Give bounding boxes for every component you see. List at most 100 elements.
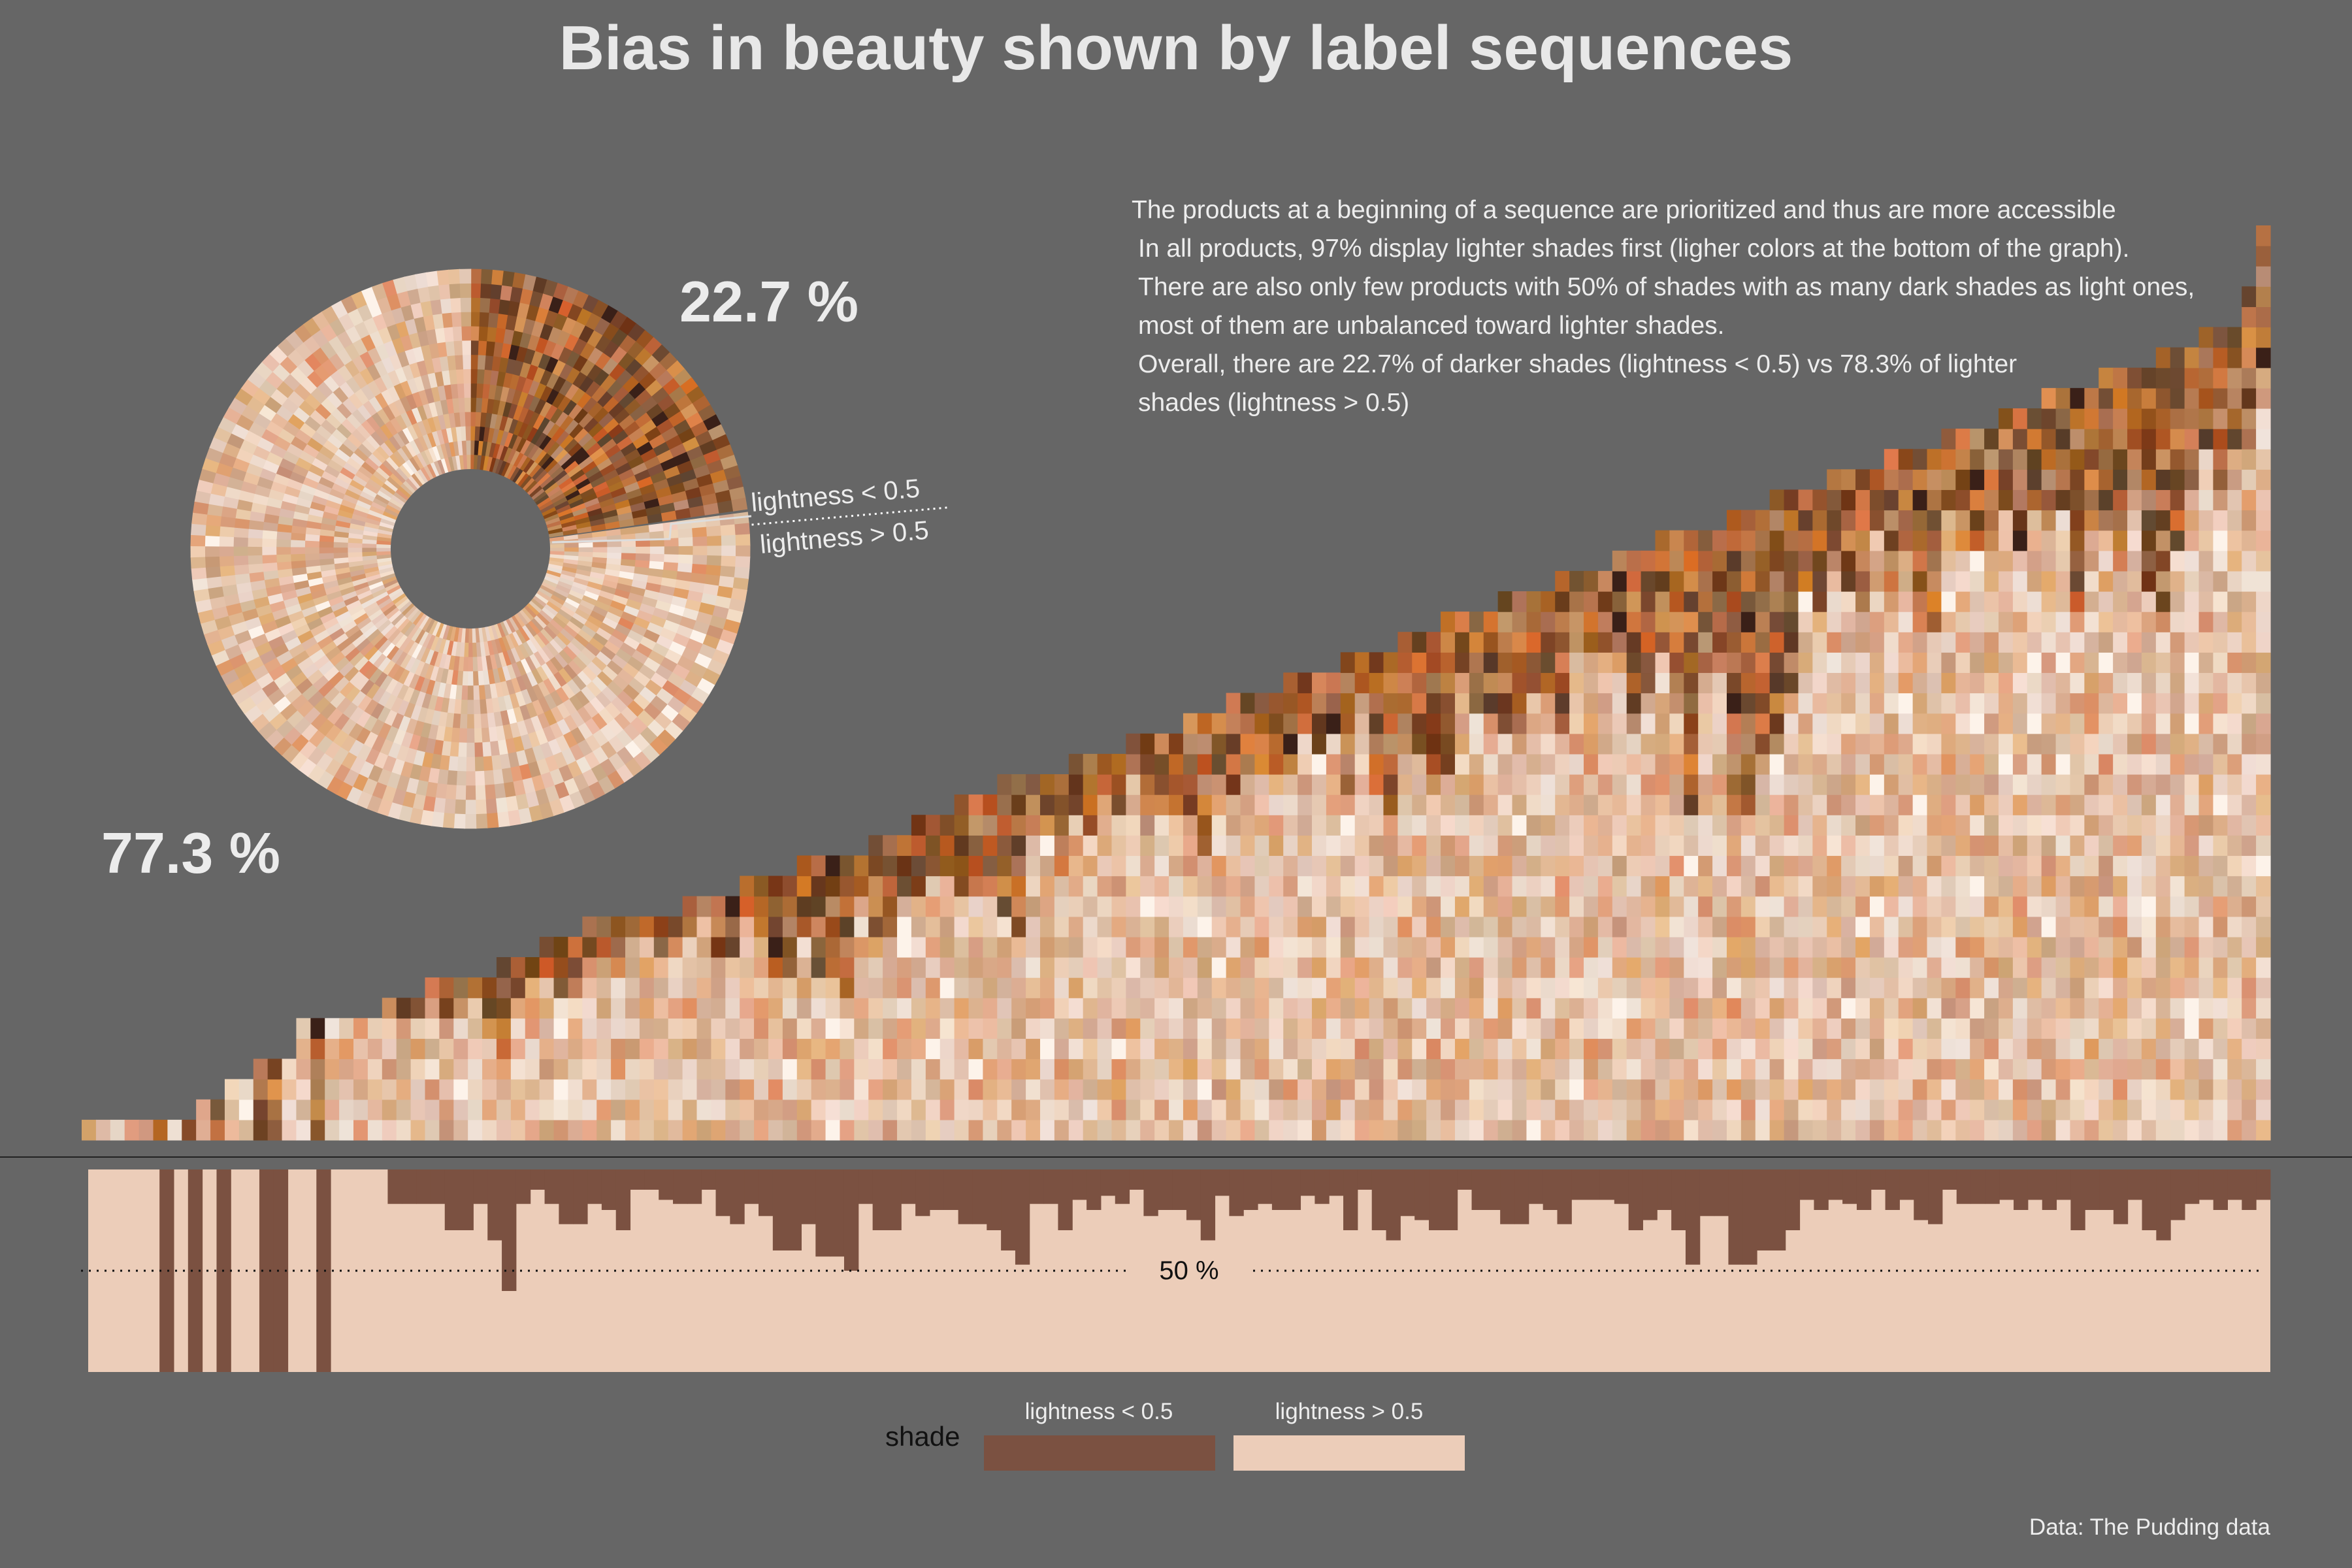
- shade-tile: [811, 1018, 826, 1039]
- shade-tile: [1698, 1058, 1713, 1080]
- shade-tile: [2113, 510, 2128, 531]
- donut-cell-light: [290, 617, 308, 630]
- shade-tile: [1698, 957, 1713, 978]
- shade-tile: [1068, 957, 1084, 978]
- shade-tile: [1240, 815, 1256, 836]
- donut-cell-light: [303, 611, 321, 625]
- shade-tile: [1569, 693, 1584, 714]
- shade-tile: [1855, 1058, 1870, 1080]
- donut-cell-light: [270, 388, 289, 406]
- shade-tile: [939, 1058, 955, 1080]
- donut-cell-light: [589, 610, 606, 623]
- donut-cell-light: [580, 599, 595, 612]
- shade-tile: [725, 977, 740, 998]
- donut-cell-light: [408, 475, 421, 489]
- shade-tile: [2113, 794, 2128, 815]
- shade-tile: [2012, 815, 2028, 836]
- shade-tile: [1712, 1119, 1727, 1141]
- shade-tile: [2012, 570, 2028, 592]
- donut-cell-light: [402, 427, 414, 443]
- donut-cell-light: [436, 429, 446, 445]
- donut-cell-light: [290, 539, 306, 547]
- shade-tile: [2055, 875, 2071, 897]
- donut-cell-light: [396, 684, 409, 700]
- shade-tile: [1998, 612, 2014, 632]
- donut-cell-light: [385, 607, 400, 620]
- shade-tile: [1884, 815, 1899, 836]
- shade-tile: [1841, 652, 1856, 674]
- shade-tile: [2113, 367, 2128, 389]
- shade-tile: [1898, 1018, 1914, 1039]
- shade-tile: [1526, 875, 1541, 897]
- donut-cell-dark: [547, 423, 561, 439]
- shade-tile: [1454, 815, 1470, 836]
- donut-cell-light: [570, 727, 585, 745]
- donut-cell-light: [671, 713, 691, 732]
- shade-tile: [2099, 896, 2114, 917]
- donut-cell-light: [283, 373, 301, 391]
- shade-tile: [1712, 916, 1727, 938]
- donut-cell-light: [311, 495, 328, 506]
- donut-cell-dark: [485, 340, 496, 357]
- donut-cell-light: [534, 728, 548, 746]
- shade-tile: [2027, 713, 2042, 734]
- donut-cell-dark: [629, 405, 647, 422]
- shade-tile: [1784, 957, 1799, 978]
- donut-cell-light: [560, 605, 576, 617]
- shade-tile: [1312, 1038, 1327, 1060]
- donut-cell-light: [211, 605, 229, 620]
- shade-tile: [668, 1018, 683, 1039]
- shade-tile: [425, 1119, 440, 1141]
- shade-tile: [1812, 1119, 1827, 1141]
- shade-tile: [954, 957, 970, 978]
- donut-cell-dark: [574, 512, 589, 521]
- donut-cell-dark: [593, 369, 610, 387]
- shade-tile: [1383, 774, 1398, 795]
- donut-cell-light: [461, 325, 472, 341]
- donut-cell-dark: [673, 368, 693, 387]
- donut-cell-light: [547, 738, 562, 756]
- donut-cell-light: [589, 572, 606, 581]
- shade-tile: [1984, 855, 1999, 877]
- shade-tile: [1354, 875, 1370, 897]
- donut-cell-light: [380, 423, 394, 440]
- shade-tile: [1597, 1119, 1613, 1141]
- donut-cell-light: [581, 768, 598, 787]
- shade-tile: [1970, 733, 1985, 755]
- shade-tile: [883, 1119, 898, 1141]
- shade-tile: [1054, 794, 1070, 815]
- donut-cell-light: [465, 412, 471, 427]
- shade-tile: [2012, 774, 2028, 795]
- donut-cell-light: [295, 678, 313, 694]
- donut-cell-light: [559, 577, 574, 587]
- shade-tile: [1011, 855, 1026, 877]
- shade-tile: [1755, 693, 1771, 714]
- shade-tile: [1712, 855, 1727, 877]
- donut-cell-dark: [731, 497, 748, 512]
- shade-tile: [1827, 1119, 1842, 1141]
- shade-tile: [310, 1099, 325, 1120]
- shade-tile: [1669, 550, 1684, 572]
- shade-tile: [1512, 713, 1527, 734]
- shade-tile: [939, 916, 955, 938]
- shade-tile: [1784, 652, 1799, 674]
- shade-tile: [339, 1038, 354, 1060]
- donut-cell-light: [410, 627, 423, 642]
- donut-cell-dark: [561, 317, 578, 335]
- shade-tile: [2012, 693, 2028, 714]
- shade-tile: [1097, 815, 1113, 836]
- donut-cell-light: [555, 612, 570, 625]
- donut-cell-light: [506, 649, 517, 665]
- donut-cell-dark: [570, 387, 586, 404]
- donut-cell-light: [316, 753, 333, 772]
- shade-tile: [267, 1099, 283, 1120]
- donut-cell-light: [411, 473, 423, 487]
- shade-tile: [2012, 408, 2028, 429]
- shade-tile: [1941, 794, 1956, 815]
- shade-tile: [1111, 753, 1126, 775]
- donut-cell-light: [668, 641, 687, 657]
- shade-tile: [1169, 855, 1184, 877]
- shade-tile: [2070, 936, 2085, 958]
- shade-tile: [1827, 855, 1842, 877]
- donut-cell-light: [237, 590, 254, 604]
